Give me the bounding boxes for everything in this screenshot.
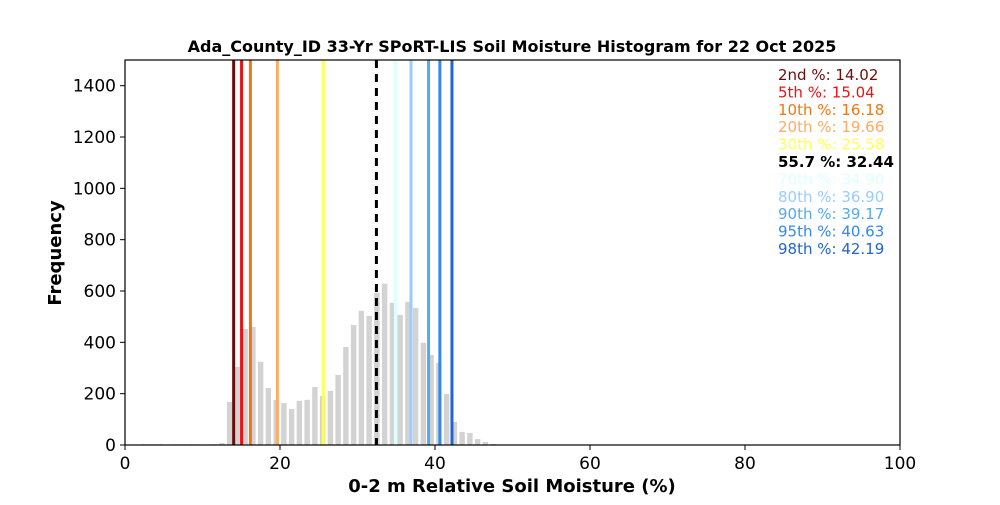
y-tick-label: 800: [84, 231, 116, 251]
histogram-bar: [405, 301, 411, 445]
histogram-bar: [420, 342, 427, 445]
histogram-bar: [242, 328, 248, 445]
y-tick-label: 0: [105, 436, 116, 456]
histogram-bar: [335, 374, 341, 445]
histogram-bar: [459, 431, 465, 445]
histogram-bar: [412, 307, 419, 445]
histogram-bar: [265, 388, 272, 445]
histogram-bar: [451, 421, 458, 445]
histogram-bar: [234, 366, 241, 445]
x-tick-label: 40: [424, 454, 446, 474]
y-tick-label: 600: [84, 282, 116, 302]
y-tick-label: 1200: [73, 128, 116, 148]
legend-entry: 80th %: 36.90: [778, 188, 884, 206]
x-tick-label: 20: [269, 454, 291, 474]
histogram-bar: [304, 399, 310, 445]
histogram-bar: [428, 354, 434, 445]
histogram-bar: [366, 315, 372, 445]
histogram-bar: [343, 346, 349, 445]
histogram-bar: [226, 401, 233, 445]
y-tick-label: 1400: [73, 77, 116, 97]
histogram-bar: [358, 310, 365, 445]
legend-entry: 5th %: 15.04: [778, 83, 875, 101]
histogram-bar: [257, 361, 264, 445]
y-tick-label: 1000: [73, 179, 116, 199]
y-tick-label: 200: [84, 385, 116, 405]
histogram-bar: [381, 283, 388, 445]
plot-frame: [124, 59, 901, 446]
legend-entry: 55.7 %: 32.44: [778, 153, 894, 171]
histogram-bar: [467, 432, 473, 445]
x-axis-label: 0-2 m Relative Soil Moisture (%): [348, 476, 676, 497]
chart-title: Ada_County_ID 33-Yr SPoRT-LIS Soil Moist…: [188, 37, 837, 56]
histogram-bar: [250, 326, 256, 445]
histogram-bar: [219, 442, 225, 445]
legend-entry: 30th %: 25.58: [778, 136, 884, 154]
histogram-bar: [327, 390, 334, 445]
legend-entry: 2nd %: 14.02: [778, 66, 878, 84]
histogram-bar: [312, 386, 318, 445]
legend-entry: 70th %: 34.90: [778, 170, 884, 188]
histogram-bar: [389, 302, 396, 445]
x-tick-label: 80: [734, 454, 756, 474]
legend-entry: 90th %: 39.17: [778, 205, 884, 223]
histogram-bar: [281, 402, 287, 445]
x-tick-label: 60: [579, 454, 601, 474]
legend-entry: 10th %: 16.18: [778, 101, 884, 119]
histogram-bar: [482, 441, 489, 445]
histogram-bar: [474, 439, 481, 445]
histogram-bar: [288, 409, 295, 445]
x-tick-label: 0: [120, 454, 131, 474]
histogram-bar: [397, 314, 403, 445]
histogram-bar: [296, 400, 303, 445]
legend-entry: 20th %: 19.66: [778, 118, 884, 136]
x-tick-label: 100: [884, 454, 916, 474]
y-tick-label: 400: [84, 333, 116, 353]
legend-entry: 98th %: 42.19: [778, 240, 884, 258]
y-axis-label: Frequency: [45, 200, 66, 306]
histogram-bar: [443, 393, 450, 445]
histogram-bar: [350, 324, 357, 445]
legend-entry: 95th %: 40.63: [778, 223, 884, 241]
